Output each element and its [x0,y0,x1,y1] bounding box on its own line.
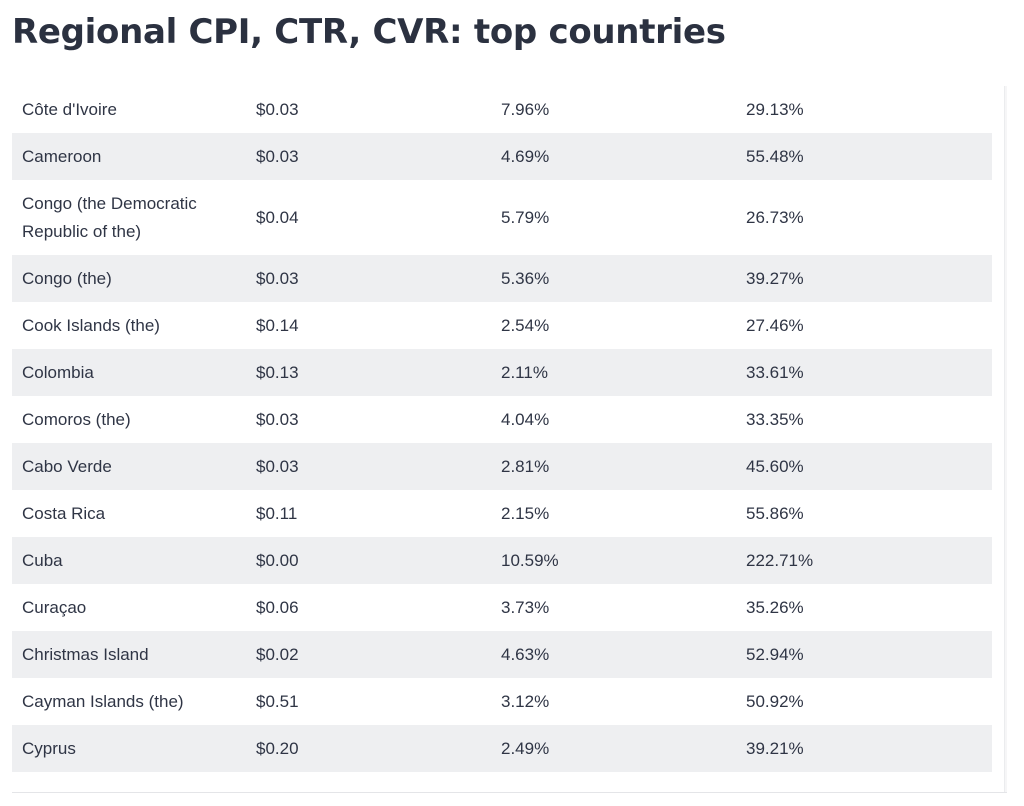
ctr-cell: 4.69% [501,146,550,166]
country-cell: Costa Rica [22,503,106,523]
country-cell: Cyprus [22,738,76,758]
cpi-cell: $0.13 [256,362,299,382]
ctr-cell: 2.81% [501,456,550,476]
cpi-cell: $0.20 [256,738,299,758]
cvr-cell: 45.60% [746,456,804,476]
cpi-cell: $0.03 [256,99,299,119]
cpi-cell: $0.04 [256,207,299,227]
cvr-cell: 55.48% [746,146,804,166]
cvr-cell: 39.21% [746,738,804,758]
ctr-cell: 2.15% [501,503,550,523]
table-row: Cayman Islands (the) $0.51 3.12% 50.92% [12,678,992,725]
country-cell: Cuba [22,550,63,570]
cpi-cell: $0.06 [256,597,299,617]
ctr-cell: 4.04% [501,409,550,429]
table-row: Congo (the) $0.03 5.36% 39.27% [12,255,992,302]
cpi-cell: $0.11 [256,503,298,523]
table-body: Côte d'Ivoire $0.03 7.96% 29.13% Cameroo… [12,86,992,772]
table-row: Costa Rica $0.11 2.15% 55.86% [12,490,992,537]
country-cell: Cabo Verde [22,456,112,476]
cpi-cell: $0.03 [256,409,299,429]
page-title: Regional CPI, CTR, CVR: top countries [12,12,726,52]
cvr-cell: 33.35% [746,409,804,429]
cvr-cell: 26.73% [746,207,804,227]
ctr-cell: 7.96% [501,99,550,119]
table-row: Christmas Island $0.02 4.63% 52.94% [12,631,992,678]
country-cell: Christmas Island [22,644,149,664]
table-row: Curaçao $0.06 3.73% 35.26% [12,584,992,631]
ctr-cell: 10.59% [501,550,559,570]
cpi-cell: $0.03 [256,456,299,476]
ctr-cell: 3.12% [501,691,550,711]
country-cell: Curaçao [22,597,87,617]
ctr-cell: 2.49% [501,738,550,758]
country-cell: Colombia [22,362,94,382]
ctr-cell: 2.54% [501,315,550,335]
country-cell: Comoros (the) [22,409,131,429]
country-cell: Congo (the Democratic Republic of the) [22,193,197,241]
ctr-cell: 5.79% [501,207,550,227]
table-row: Cyprus $0.20 2.49% 39.21% [12,725,992,772]
country-cell: Cameroon [22,146,102,166]
cpi-cell: $0.03 [256,146,299,166]
country-cell: Côte d'Ivoire [22,99,117,119]
country-cell: Congo (the) [22,268,112,288]
table-row: Cuba $0.00 10.59% 222.71% [12,537,992,584]
cvr-cell: 27.46% [746,315,804,335]
cpi-cell: $0.51 [256,691,299,711]
ctr-cell: 3.73% [501,597,550,617]
table-row: Congo (the Democratic Republic of the) $… [12,180,992,255]
cpi-cell: $0.02 [256,644,299,664]
ctr-cell: 4.63% [501,644,550,664]
cvr-cell: 35.26% [746,597,804,617]
table-row: Côte d'Ivoire $0.03 7.96% 29.13% [12,86,992,133]
cvr-cell: 29.13% [746,99,804,119]
table-row: Cabo Verde $0.03 2.81% 45.60% [12,443,992,490]
vertical-scrollbar[interactable] [1004,86,1007,792]
ctr-cell: 2.11% [501,362,548,382]
ctr-cell: 5.36% [501,268,550,288]
table-row: Cook Islands (the) $0.14 2.54% 27.46% [12,302,992,349]
cpi-cell: $0.14 [256,315,299,335]
country-metrics-table: Côte d'Ivoire $0.03 7.96% 29.13% Cameroo… [12,86,1007,793]
country-cell: Cayman Islands (the) [22,691,184,711]
cvr-cell: 33.61% [746,362,804,382]
cvr-cell: 39.27% [746,268,804,288]
table-row: Cameroon $0.03 4.69% 55.48% [12,133,992,180]
cvr-cell: 55.86% [746,503,804,523]
table-row: Colombia $0.13 2.11% 33.61% [12,349,992,396]
table-row: Comoros (the) $0.03 4.04% 33.35% [12,396,992,443]
cpi-cell: $0.03 [256,268,299,288]
country-cell: Cook Islands (the) [22,315,160,335]
cvr-cell: 222.71% [746,550,814,570]
cvr-cell: 50.92% [746,691,804,711]
cpi-cell: $0.00 [256,550,299,570]
cvr-cell: 52.94% [746,644,804,664]
